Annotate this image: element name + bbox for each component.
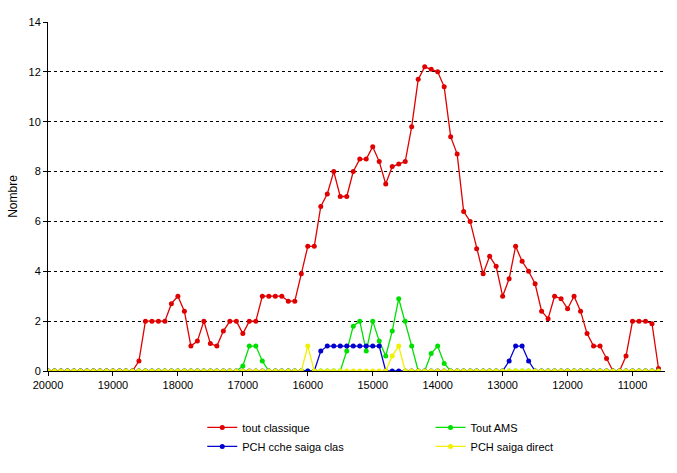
svg-text:tout classique: tout classique (242, 422, 309, 434)
svg-text:PCH saiga direct: PCH saiga direct (471, 441, 554, 453)
svg-text:PCH cche saiga clas: PCH cche saiga clas (242, 441, 344, 453)
svg-text:18000: 18000 (163, 379, 194, 391)
svg-text:12000: 12000 (552, 379, 583, 391)
svg-text:6: 6 (35, 215, 41, 227)
svg-text:15000: 15000 (357, 379, 388, 391)
svg-text:13000: 13000 (487, 379, 518, 391)
svg-text:14: 14 (29, 16, 41, 28)
svg-text:Nombre: Nombre (6, 175, 20, 218)
svg-text:17000: 17000 (228, 379, 259, 391)
svg-text:4: 4 (35, 265, 41, 277)
svg-text:12: 12 (29, 66, 41, 78)
svg-text:2: 2 (35, 315, 41, 327)
svg-text:19000: 19000 (98, 379, 129, 391)
svg-text:14000: 14000 (422, 379, 453, 391)
svg-text:8: 8 (35, 165, 41, 177)
svg-text:16000: 16000 (292, 379, 323, 391)
svg-text:11000: 11000 (618, 379, 648, 391)
svg-text:Tout AMS: Tout AMS (471, 422, 518, 434)
svg-text:20000: 20000 (33, 379, 64, 391)
svg-text:0: 0 (35, 365, 41, 377)
svg-text:10: 10 (29, 116, 41, 128)
